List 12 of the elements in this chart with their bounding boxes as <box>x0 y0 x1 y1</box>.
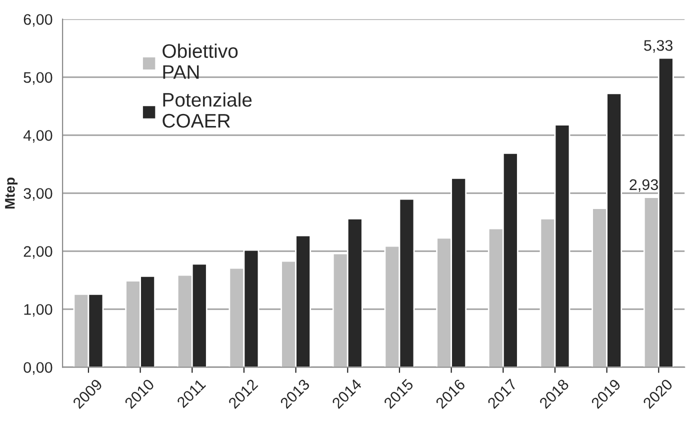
y-tick-label: 2,00 <box>24 246 52 259</box>
data-label: 5,33 <box>644 40 673 53</box>
y-axis-title: Mtep <box>5 178 18 208</box>
y-tick-label: 6,00 <box>24 14 52 27</box>
y-tick-label: 5,00 <box>24 72 52 85</box>
y-tick-label: 1,00 <box>24 304 52 317</box>
legend-label: Potenziale COAER <box>162 92 252 128</box>
legend-label: Obiettivo PAN <box>162 44 238 79</box>
data-label: 2,93 <box>630 179 658 192</box>
y-tick-label: 4,00 <box>23 130 52 143</box>
y-tick-label: 3,00 <box>24 188 52 201</box>
y-tick-label: 0,00 <box>24 362 52 375</box>
